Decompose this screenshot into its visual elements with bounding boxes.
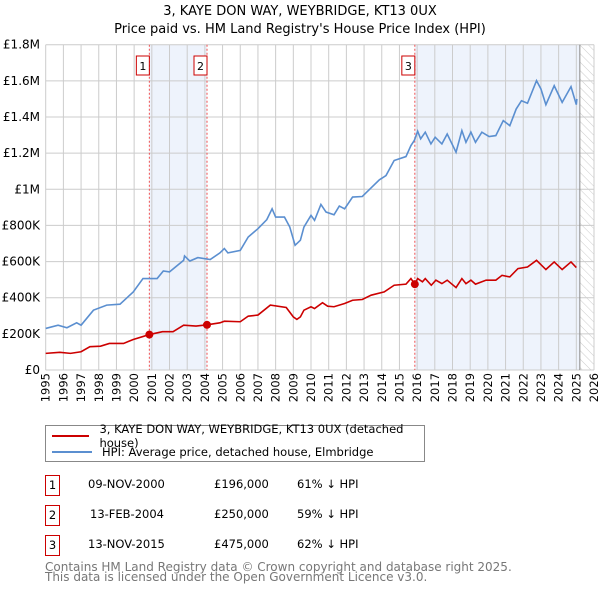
legend-label-property: 3, KAYE DON WAY, WEYBRIDGE, KT13 0UX (de… [99, 422, 404, 450]
sale-point [145, 330, 154, 339]
x-tick-label: 2006 [233, 373, 247, 402]
x-tick-label: 1996 [56, 373, 70, 402]
y-tick-label: £1.2M [3, 146, 40, 160]
sale-marker-box [401, 55, 416, 76]
x-tick-label: 2025 [569, 373, 583, 402]
sale-marker-number: 2 [197, 60, 204, 73]
x-tick-label: 2012 [339, 373, 353, 402]
x-tick-label: 2013 [357, 373, 371, 402]
legend-swatch-hpi [52, 451, 92, 453]
sale-marker-box [193, 55, 208, 76]
sale-date: 09-NOV-2000 [88, 477, 165, 491]
x-tick-label: 2009 [286, 373, 300, 402]
x-tick-label: 2011 [322, 373, 336, 402]
x-tick-label: 2005 [216, 373, 230, 402]
x-tick-label: 2008 [269, 373, 283, 402]
x-tick-label: 2026 [587, 373, 600, 402]
x-tick-label: 2016 [410, 373, 424, 402]
sale-date: 13-NOV-2015 [88, 537, 165, 551]
x-tick-label: 2002 [163, 373, 177, 402]
sale-point [410, 280, 419, 289]
property-price-line [45, 259, 577, 355]
x-tick-label: 2024 [552, 373, 566, 402]
footer-copyright: Contains HM Land Registry data © Crown c… [45, 560, 512, 574]
sale-hpi-diff: 59% ↓ HPI [297, 507, 359, 521]
x-tick-label: 2010 [304, 373, 318, 402]
x-tick-label: 2020 [481, 373, 495, 402]
x-tick-label: 2007 [251, 373, 265, 402]
x-tick-label: 1997 [74, 373, 88, 402]
sale-date: 13-FEB-2004 [90, 507, 164, 521]
sale-marker-box [135, 55, 150, 76]
sale-number-badge: 3 [45, 535, 60, 556]
x-tick-label: 2022 [516, 373, 530, 402]
sale-price: £475,000 [214, 537, 269, 551]
footer-licence: This data is licensed under the Open Gov… [45, 570, 428, 584]
chart-legend: 3, KAYE DON WAY, WEYBRIDGE, KT13 0UX (de… [45, 422, 425, 462]
x-tick-label: 1998 [92, 373, 106, 402]
y-tick-label: £1M [14, 182, 40, 196]
y-tick-label: £800K [2, 218, 42, 232]
x-tick-label: 2023 [534, 373, 548, 402]
x-tick-label: 2014 [375, 373, 389, 402]
chart-title: 3, KAYE DON WAY, WEYBRIDGE, KT13 0UX [163, 4, 437, 19]
y-tick-label: £200K [2, 327, 42, 341]
legend-swatch-property [52, 435, 90, 437]
y-tick-label: £1.4M [3, 110, 40, 124]
legend-label-hpi: HPI: Average price, detached house, Elmb… [102, 445, 374, 459]
x-tick-label: 2018 [446, 373, 460, 402]
sale-number-badge: 2 [45, 505, 60, 526]
shaded-period [414, 44, 580, 370]
hpi-line [45, 78, 578, 330]
sale-price: £196,000 [214, 477, 269, 491]
x-tick-label: 2003 [180, 373, 194, 402]
x-tick-label: 2019 [463, 373, 477, 402]
x-tick-label: 2017 [428, 373, 442, 402]
x-tick-label: 1995 [39, 373, 53, 402]
x-tick-label: 2001 [145, 373, 159, 402]
y-tick-label: £0 [25, 363, 40, 377]
price-chart: 1995 1996 1997 1998 1999 2000 2001 2002 2003 2004… [2, 38, 600, 403]
sale-number-badge: 1 [45, 475, 60, 496]
sale-marker-number: 1 [139, 60, 146, 73]
x-tick-label: 2004 [198, 373, 212, 402]
sale-point [203, 320, 212, 329]
y-tick-label: £400K [2, 291, 42, 305]
y-tick-label: £600K [2, 255, 42, 269]
forecast-hatch [579, 44, 594, 370]
sale-marker-number: 3 [405, 60, 412, 73]
x-tick-label: 2000 [127, 373, 141, 402]
sale-price: £250,000 [214, 507, 269, 521]
y-tick-label: £1.6M [3, 74, 40, 88]
x-tick-label: 1999 [109, 373, 123, 402]
chart-subtitle: Price paid vs. HM Land Registry's House … [114, 22, 486, 37]
shaded-period [149, 44, 208, 370]
x-tick-label: 2021 [499, 373, 513, 402]
x-tick-label: 2015 [392, 373, 406, 402]
y-tick-label: £1.8M [3, 38, 40, 52]
sale-hpi-diff: 62% ↓ HPI [297, 537, 359, 551]
sale-hpi-diff: 61% ↓ HPI [297, 477, 359, 491]
